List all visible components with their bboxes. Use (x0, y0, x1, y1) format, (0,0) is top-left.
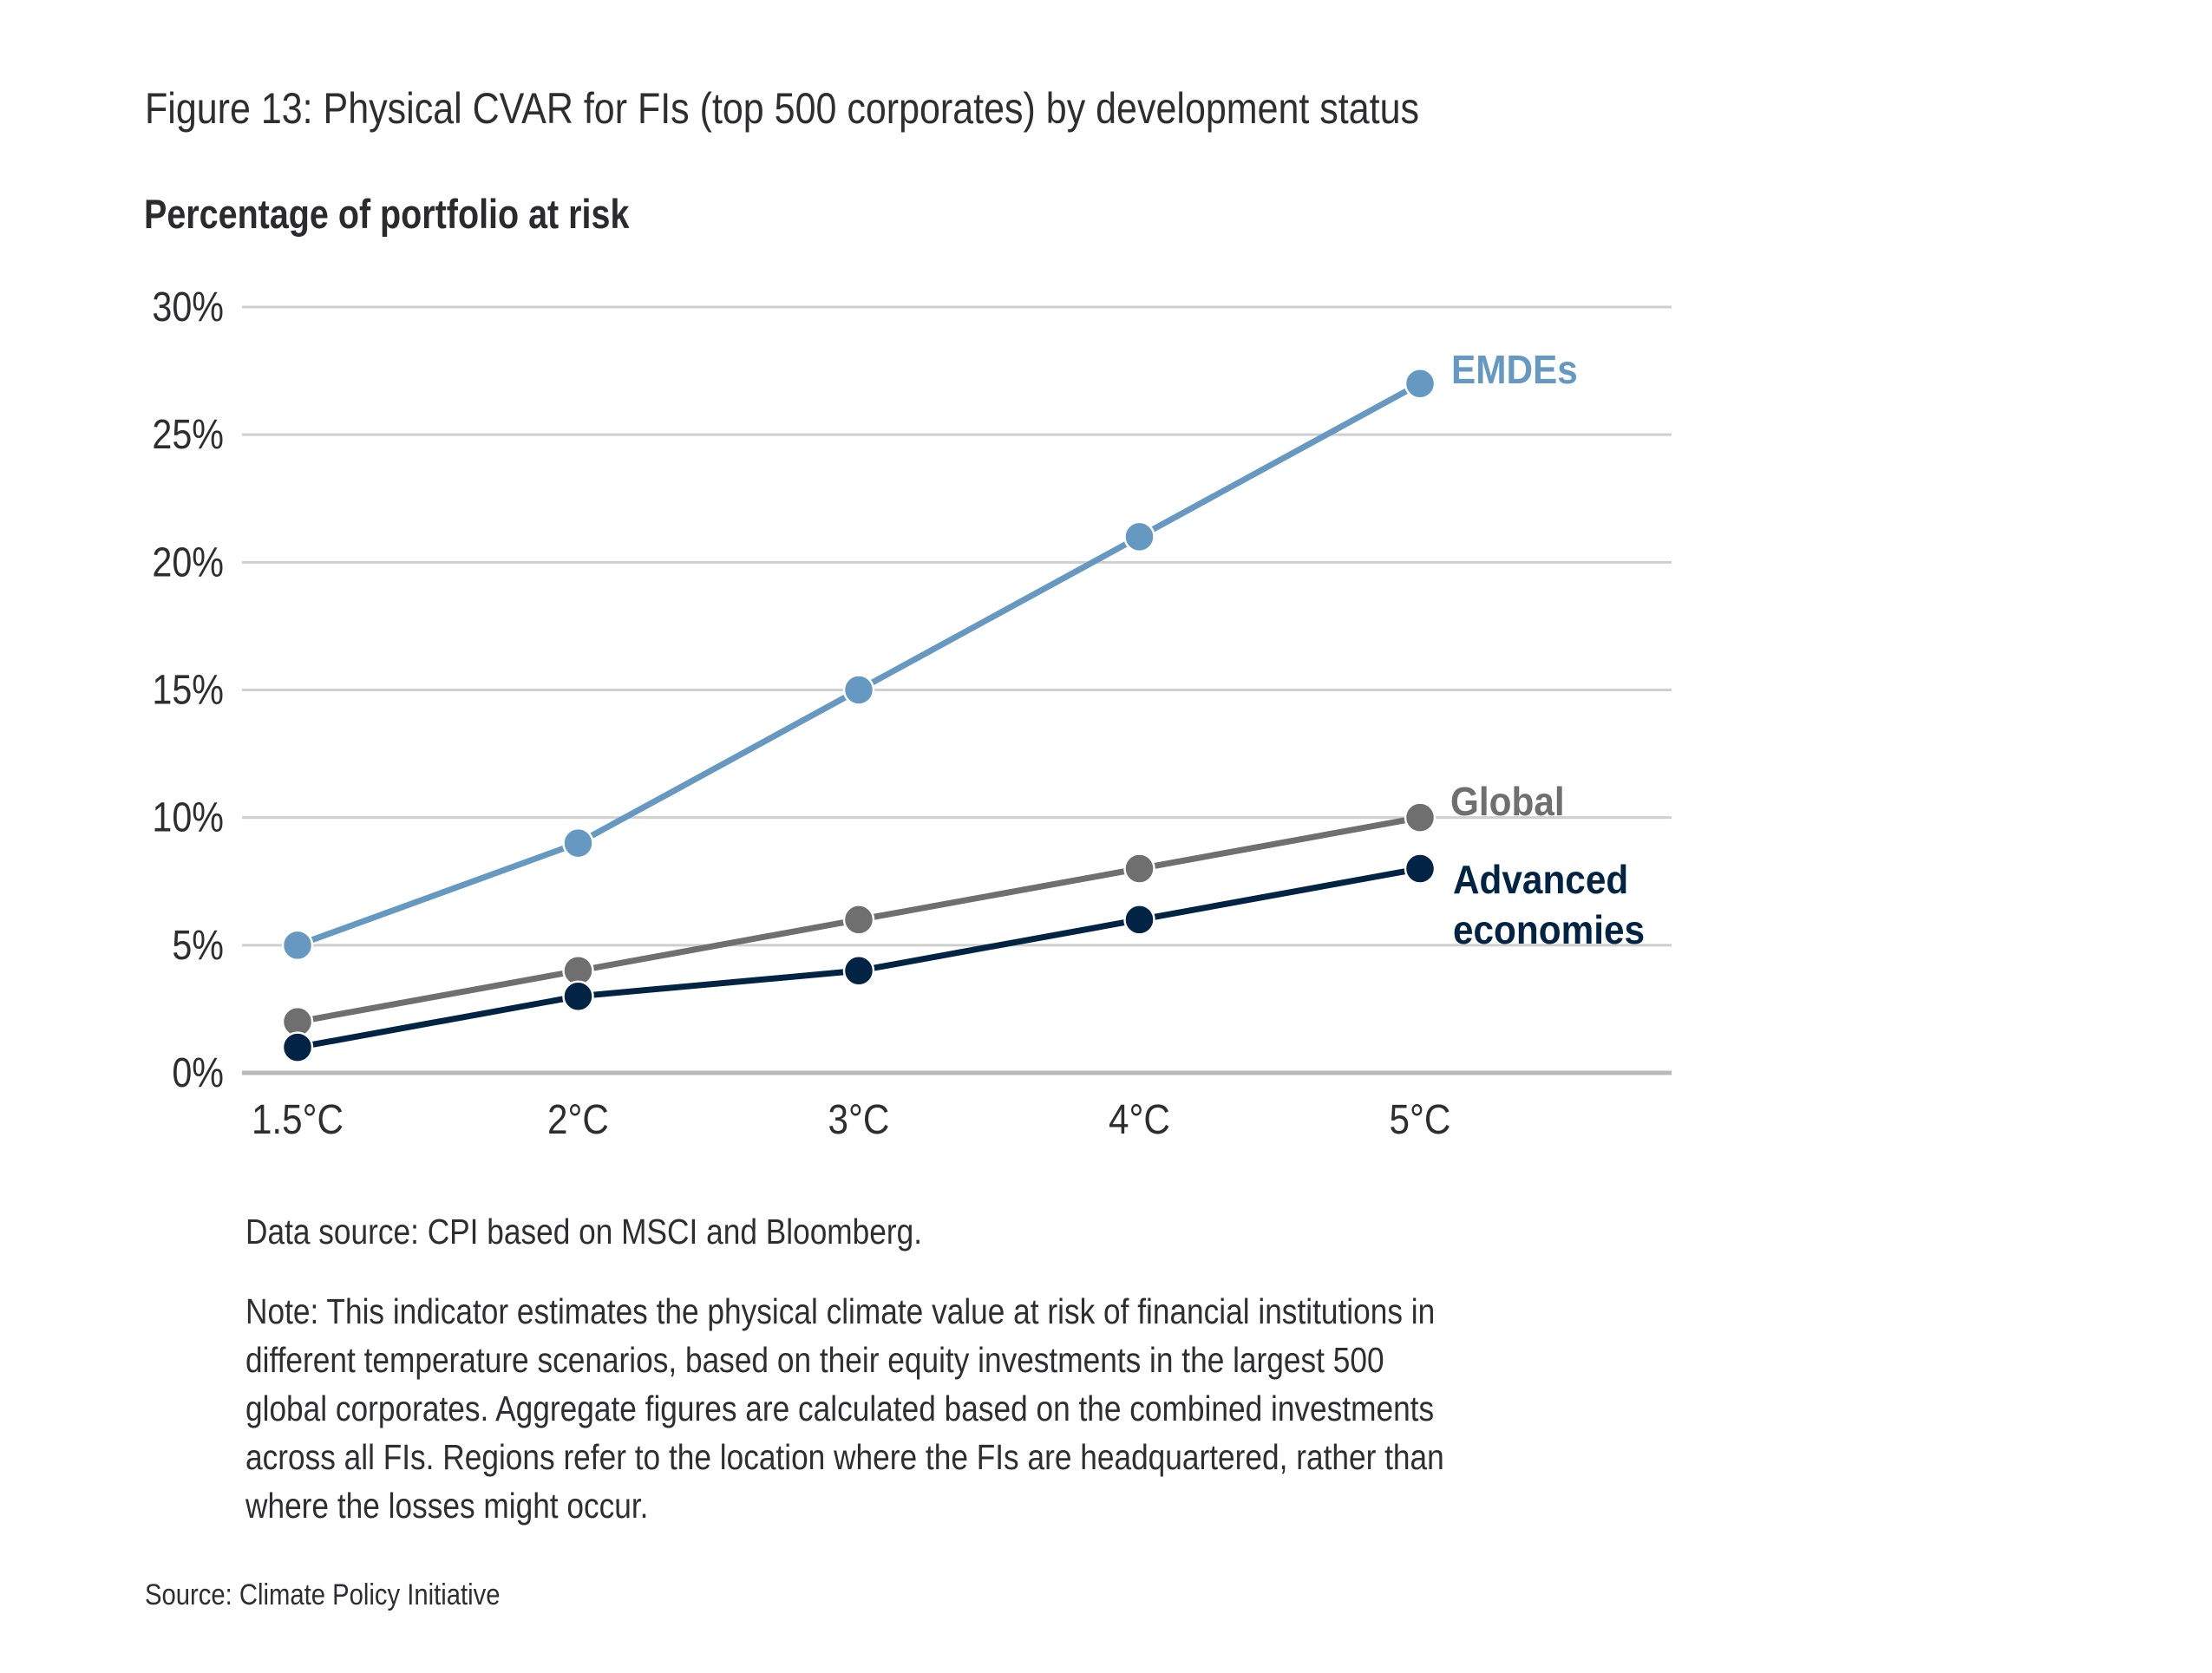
x-tick-label: 5°C (1390, 1095, 1451, 1142)
data-point-emdes (1404, 368, 1436, 400)
x-tick-label: 3°C (828, 1095, 890, 1142)
y-axis-title: Percentage of portfolio at risk (144, 191, 630, 237)
data-point-advanced-economies (1123, 904, 1155, 936)
data-point-global (1123, 853, 1155, 885)
data-point-emdes (562, 827, 594, 859)
data-point-emdes (281, 929, 314, 962)
gridlines (242, 305, 1672, 1075)
series-lines (296, 381, 1422, 1051)
data-point-advanced-economies (1404, 853, 1436, 885)
data-point-advanced-economies (562, 980, 594, 1012)
data-point-advanced-economies (842, 955, 875, 987)
line-chart: 0% 5% 10% 15% 20% 25% 30% 1.5°C 2°C 3°C 4°C 5°C EM… (152, 284, 1672, 1143)
data-point-emdes (1123, 520, 1155, 553)
y-tick-label: 15% (152, 667, 224, 714)
y-tick-label: 25% (152, 411, 224, 458)
data-point-global (1404, 801, 1436, 833)
x-tick-label: 1.5°C (252, 1095, 344, 1142)
y-tick-label: 0% (172, 1049, 224, 1096)
series-label-global: Global (1450, 780, 1565, 824)
y-tick-label: 20% (152, 539, 224, 585)
figure-title: Figure 13: Physical CVAR for FIs (top 50… (145, 84, 1420, 133)
source-credit: Source: Climate Policy Initiative (145, 1578, 501, 1611)
data-point-emdes (842, 674, 875, 706)
series-line-emdes (296, 381, 1422, 949)
series-points (281, 368, 1436, 1063)
data-point-global (842, 904, 875, 936)
note-line: where the losses might occur. (245, 1486, 649, 1526)
x-tick-labels: 1.5°C 2°C 3°C 4°C 5°C (252, 1095, 1450, 1142)
methodology-note: Note: This indicator estimates the physi… (245, 1287, 1663, 1530)
y-tick-label: 5% (172, 922, 224, 969)
note-line: Note: This indicator estimates the physi… (245, 1291, 1436, 1331)
y-tick-label: 30% (152, 284, 224, 330)
data-point-advanced-economies (281, 1031, 314, 1063)
note-line: global corporates. Aggregate figures are… (245, 1389, 1435, 1428)
note-line: different temperature scenarios, based o… (245, 1340, 1384, 1380)
y-tick-labels: 0% 5% 10% 15% 20% 25% 30% (152, 284, 224, 1096)
data-source-note: Data source: CPI based on MSCI and Bloom… (245, 1212, 923, 1251)
series-label-advanced-economies: economies (1453, 908, 1645, 952)
note-line: across all FIs. Regions refer to the loc… (245, 1437, 1444, 1477)
x-tick-label: 4°C (1109, 1095, 1170, 1142)
x-tick-label: 2°C (547, 1095, 609, 1142)
series-label-emdes: EMDEs (1451, 348, 1578, 392)
series-label-advanced-economies: Advanced (1453, 858, 1628, 902)
series-labels: EMDEs Global Advanced economies (1450, 348, 1645, 952)
y-tick-label: 10% (152, 794, 224, 841)
